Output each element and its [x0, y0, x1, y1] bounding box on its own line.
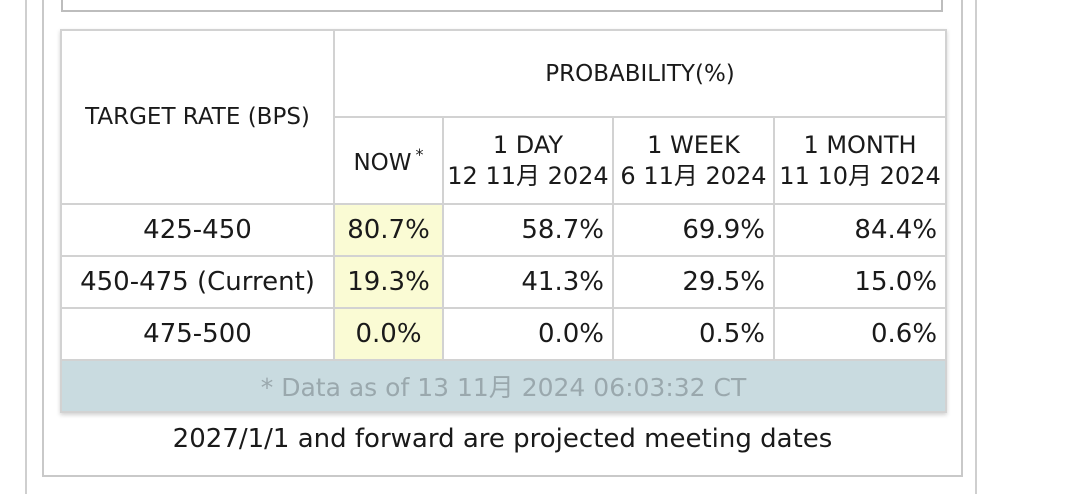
one-day-probability-cell: 0.0% — [442, 307, 614, 361]
column-label-1-week: 1 WEEK — [647, 130, 740, 159]
one-week-probability-cell: 0.5% — [612, 307, 775, 361]
target-range-cell: 475-500 — [60, 307, 335, 361]
column-label-1-day: 1 DAY — [492, 130, 564, 159]
column-label-1-month: 1 MONTH — [803, 130, 917, 159]
now-probability-cell: 0.0% — [333, 307, 444, 361]
column-date-1-month: 11 10月 2024 — [779, 161, 941, 190]
now-probability-cell: 80.7% — [333, 203, 444, 257]
target-rate-header: TARGET RATE (BPS) — [60, 29, 335, 205]
data-timestamp-footer: * Data as of 13 11月 2024 06:03:32 CT — [59, 359, 948, 413]
now-probability-cell: 19.3% — [333, 255, 444, 309]
probability-table: TARGET RATE (BPS) PROBABILITY(%) NOW * 1 … — [59, 29, 948, 413]
table-row: 450-475 (Current) 19.3% 41.3% 29.5% 15.0… — [60, 255, 948, 309]
column-header-1-day: 1 DAY 12 11月 2024 — [442, 116, 614, 205]
footer-row: * Data as of 13 11月 2024 06:03:32 CT — [59, 359, 948, 413]
one-month-probability-cell: 15.0% — [772, 255, 948, 309]
target-range-cell: 425-450 — [60, 203, 335, 257]
column-header-now: NOW * — [333, 116, 444, 205]
table-row: 475-500 0.0% 0.0% 0.5% 0.6% — [60, 307, 948, 361]
column-header-1-month: 1 MONTH 11 10月 2024 — [772, 116, 948, 205]
table-row: 425-450 80.7% 58.7% 69.9% 84.4% — [60, 203, 948, 257]
outer-panel — [25, 0, 977, 494]
one-week-probability-cell: 69.9% — [612, 203, 775, 257]
upper-panel-edge — [61, 0, 943, 12]
now-asterisk: * — [415, 145, 424, 164]
one-day-probability-cell: 41.3% — [442, 255, 614, 309]
projected-dates-note: 2027/1/1 and forward are projected meeti… — [172, 424, 833, 454]
column-date-1-week: 6 11月 2024 — [620, 161, 767, 190]
one-month-probability-cell: 0.6% — [772, 307, 948, 361]
column-label-now: NOW — [353, 150, 412, 176]
one-day-probability-cell: 58.7% — [442, 203, 614, 257]
column-header-1-week: 1 WEEK 6 11月 2024 — [612, 116, 775, 205]
probability-header: PROBABILITY(%) — [332, 29, 948, 118]
target-range-cell: 450-475 (Current) — [60, 255, 335, 309]
one-week-probability-cell: 29.5% — [612, 255, 775, 309]
column-date-1-day: 12 11月 2024 — [447, 161, 609, 190]
one-month-probability-cell: 84.4% — [772, 203, 948, 257]
